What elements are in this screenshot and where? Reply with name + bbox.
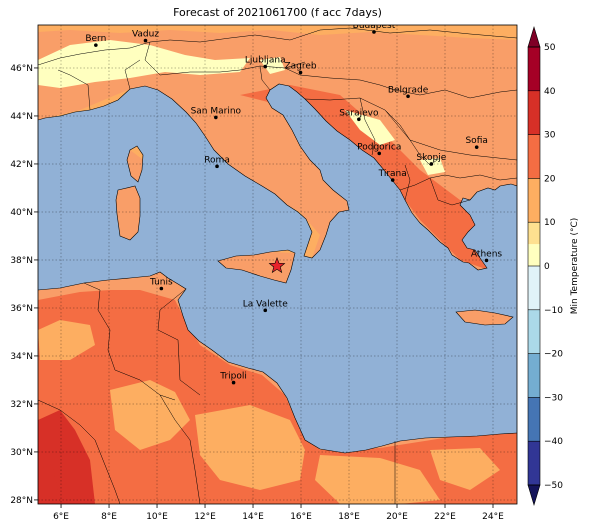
lat-tick-label: 38°N — [10, 256, 33, 266]
lon-tick-label: 16°E — [290, 512, 312, 522]
lat-tick-label: 42°N — [10, 160, 33, 170]
city-dot — [215, 164, 219, 169]
colorbar-tick-label: 40 — [544, 87, 556, 97]
colorbar-tick-label: 10 — [544, 218, 556, 228]
city-dot — [372, 30, 376, 34]
city-label: Podgorica — [357, 142, 401, 152]
country-borders — [38, 27, 517, 504]
city-label: Skopje — [416, 153, 446, 163]
lon-tick-label: 20°E — [386, 512, 408, 522]
location-star-marker — [268, 257, 286, 274]
lat-tick-label: 32°N — [10, 400, 33, 410]
city-label: La Valette — [243, 299, 288, 309]
lat-tick-label: 40°N — [10, 208, 33, 218]
colorbar-level — [528, 441, 540, 486]
lon-tick-label: 22°E — [434, 512, 456, 522]
city-dot — [263, 64, 268, 69]
city-dot — [159, 286, 164, 291]
city-label: Budapest — [353, 21, 396, 31]
colorbar: 50 40 30 20 10 0 −10 −20 −30 −40 −50 — [527, 25, 563, 507]
lat-tick-label: 30°N — [10, 448, 33, 458]
colorbar-tick-label: 20 — [544, 174, 556, 184]
colorbar-tick-label: −40 — [544, 437, 563, 447]
colorbar-level — [528, 200, 540, 223]
city-label: Vaduz — [132, 30, 159, 40]
colorbar-level — [528, 397, 540, 442]
colorbar-min-extension — [527, 484, 541, 507]
city-label: Athens — [471, 249, 502, 259]
city-dot — [357, 117, 361, 122]
colorbar-level — [528, 47, 540, 92]
colorbar-level — [528, 353, 540, 398]
lat-tick-label: 36°N — [10, 304, 33, 314]
colorbar-level — [528, 156, 540, 179]
city-dot — [429, 162, 434, 166]
city-dot — [298, 70, 303, 75]
city-label: Ljubljana — [245, 56, 286, 66]
colorbar-level — [528, 309, 540, 354]
city-dot — [263, 308, 268, 313]
city-label: Sarajevo — [339, 108, 379, 118]
city-label: Bern — [85, 34, 106, 44]
city-dot — [484, 258, 489, 263]
colorbar-level — [528, 266, 540, 311]
city-dot — [143, 38, 148, 43]
colorbar-max-extension — [527, 25, 541, 48]
city-label: Tirana — [378, 169, 407, 179]
graticule — [38, 25, 517, 504]
city-label: San Marino — [191, 106, 242, 116]
colorbar-tick-label: −30 — [544, 393, 563, 403]
city-dot — [406, 94, 410, 99]
city-dot — [377, 151, 382, 156]
colorbar-level — [528, 178, 540, 201]
city-dot — [231, 380, 236, 385]
lon-tick-label: 14°E — [242, 512, 264, 522]
lat-tick-label: 28°N — [10, 496, 33, 506]
lon-tick-label: 12°E — [194, 512, 216, 522]
city-dot — [474, 145, 479, 149]
colorbar-tick-label: 50 — [544, 43, 556, 53]
lon-tick-label: 24°E — [482, 512, 504, 522]
map-title: Forecast of 2021061700 (f acc 7days) — [173, 6, 382, 19]
city-label: Tripoli — [219, 372, 247, 382]
colorbar-tick-label: 30 — [544, 131, 556, 141]
colorbar-label: Min Temperature (°C) — [570, 218, 580, 315]
lat-tick-label: 46°N — [10, 64, 33, 74]
city-dot — [214, 115, 218, 120]
longitude-axis: 6°E 8°E 10°E 12°E 14°E 16°E 18°E 20°E 22°E 24°E — [53, 504, 504, 522]
colorbar-tick-label: −10 — [544, 306, 563, 316]
colorbar-level — [528, 134, 540, 157]
colorbar-tick-label: −50 — [544, 481, 563, 491]
city-label: Zagreb — [284, 62, 316, 72]
lon-tick-label: 8°E — [101, 512, 117, 522]
map-frame — [37, 24, 518, 505]
colorbar-tick-label: −20 — [544, 350, 563, 360]
city-label: Belgrade — [388, 85, 429, 95]
lat-tick-label: 34°N — [10, 352, 33, 362]
city-dot — [94, 43, 98, 47]
lon-tick-label: 10°E — [146, 512, 168, 522]
city-label: Sofia — [465, 136, 487, 146]
latitude-axis: 28°N 30°N 32°N 34°N 36°N 38°N 40°N 42°N 44°N 46°N — [10, 64, 38, 506]
city-dot — [390, 178, 395, 182]
colorbar-tick-label: 0 — [544, 262, 550, 272]
colorbar-level — [528, 244, 540, 267]
lon-tick-label: 18°E — [338, 512, 360, 522]
city-label: Roma — [204, 155, 230, 165]
lon-tick-label: 6°E — [53, 512, 69, 522]
city-label: Tunis — [149, 277, 173, 287]
colorbar-level — [528, 222, 540, 245]
lat-tick-label: 44°N — [10, 112, 33, 122]
colorbar-level — [528, 90, 540, 135]
